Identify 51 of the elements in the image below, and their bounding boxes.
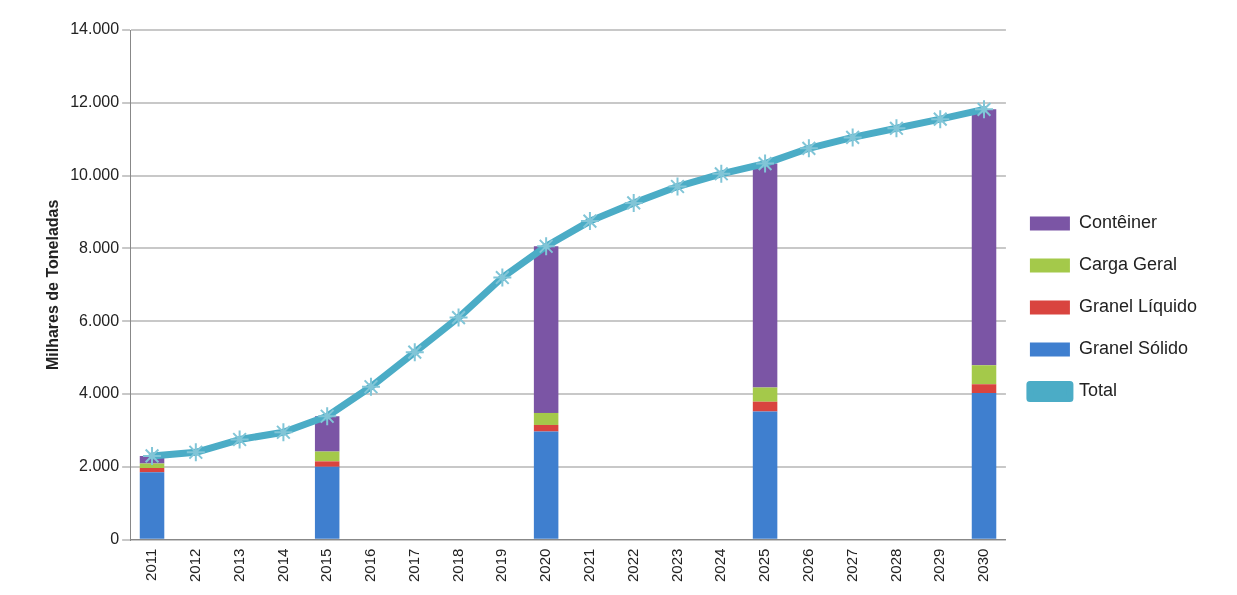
x-tick-label: 2030 xyxy=(974,548,992,583)
x-tick-label: 2020 xyxy=(536,548,554,583)
legend-label: Granel Sólido xyxy=(1078,338,1188,359)
legend-label: Total xyxy=(1078,380,1117,401)
bar xyxy=(533,412,559,425)
bar xyxy=(752,387,778,402)
bar xyxy=(139,472,165,539)
y-tick-label: 14.000 xyxy=(70,20,120,38)
bar xyxy=(314,466,340,539)
y-tick-label: 4.000 xyxy=(79,384,120,402)
x-tick-label: 2014 xyxy=(273,548,291,583)
y-tick-label: 12.000 xyxy=(70,93,120,111)
x-tick-label: 2021 xyxy=(580,548,598,583)
bar xyxy=(971,392,997,539)
x-tick-label: 2015 xyxy=(317,548,335,583)
x-tick-label: 2018 xyxy=(448,548,466,583)
x-tick-label: 2011 xyxy=(142,548,160,581)
legend-label: Carga Geral xyxy=(1078,254,1177,275)
legend-label: Contêiner xyxy=(1078,212,1157,233)
x-tick-label: 2024 xyxy=(711,548,729,583)
x-tick-label: 2013 xyxy=(229,548,247,583)
y-tick-label: 10.000 xyxy=(70,166,120,184)
bar xyxy=(533,424,559,432)
bar xyxy=(752,401,778,412)
x-tick-label: 2027 xyxy=(842,548,860,583)
x-tick-label: 2028 xyxy=(886,548,904,583)
bar xyxy=(752,163,778,388)
bar xyxy=(314,451,340,462)
bar xyxy=(533,246,559,413)
bar xyxy=(314,461,340,467)
x-tick-label: 2022 xyxy=(623,548,641,583)
y-tick-label: 0 xyxy=(110,530,120,548)
x-tick-label: 2026 xyxy=(799,548,817,583)
x-tick-label: 2023 xyxy=(667,548,685,583)
y-tick-label: 2.000 xyxy=(79,457,120,475)
bar xyxy=(971,109,997,366)
bar xyxy=(971,384,997,393)
x-tick-label: 2029 xyxy=(930,548,948,583)
y-axis-title: Milhares de Toneladas xyxy=(44,199,62,371)
x-tick-label: 2016 xyxy=(361,548,379,583)
x-tick-label: 2017 xyxy=(404,548,422,583)
bar xyxy=(752,411,778,539)
y-tick-label: 6.000 xyxy=(79,311,120,329)
x-tick-label: 2019 xyxy=(492,548,510,583)
legend-label: Granel Líquido xyxy=(1078,296,1198,317)
bar xyxy=(139,467,165,473)
x-tick-label: 2012 xyxy=(185,548,203,583)
bar xyxy=(971,365,997,385)
x-tick-label: 2025 xyxy=(755,548,773,583)
bar xyxy=(533,431,559,539)
y-tick-label: 8.000 xyxy=(79,238,120,256)
